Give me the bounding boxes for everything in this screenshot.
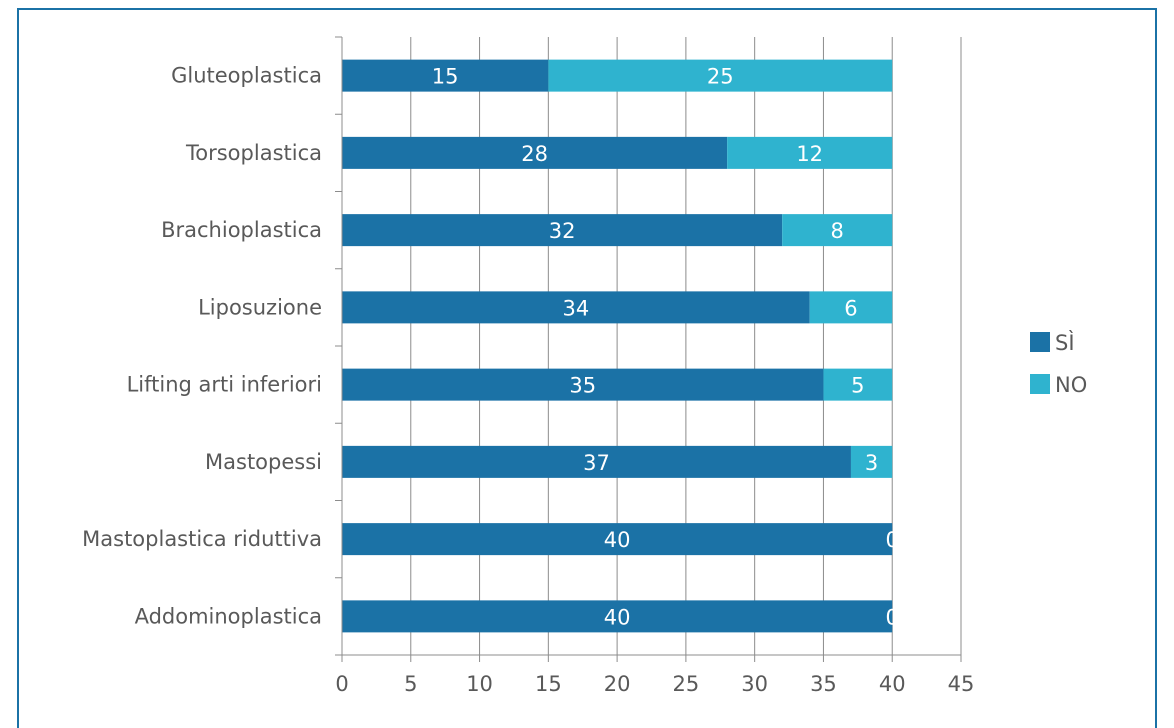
category-label: Brachioplastica [161,218,322,242]
x-tick-label: 25 [673,672,700,696]
x-tick-label: 0 [335,672,348,696]
legend-label: NO [1055,373,1087,397]
data-label: 6 [844,296,857,320]
data-label: 15 [432,65,459,89]
x-tick-label: 20 [604,672,631,696]
category-label: Gluteoplastica [171,64,322,88]
data-label: 8 [831,219,844,243]
gridlines [411,37,961,655]
x-tick-label: 30 [741,672,768,696]
axes [335,37,961,662]
category-label: Mastoplastica riduttiva [82,527,322,551]
data-label: 32 [549,219,576,243]
data-label: 0 [886,605,899,629]
data-label: 25 [707,65,734,89]
category-label: Addominoplastica [135,604,322,628]
x-tick-label: 15 [535,672,562,696]
x-tick-label: 5 [404,672,417,696]
legend-swatch [1030,374,1050,394]
data-label: 34 [562,296,589,320]
x-tick-label: 35 [810,672,837,696]
data-label: 5 [851,374,864,398]
legend-label: SÌ [1055,330,1075,355]
data-label: 35 [569,374,596,398]
data-label: 40 [604,528,631,552]
data-label: 3 [865,451,878,475]
x-tick-label: 10 [466,672,493,696]
data-label: 37 [583,451,610,475]
category-label: Liposuzione [198,295,322,319]
category-label: Mastopessi [205,450,322,474]
data-label: 12 [796,142,823,166]
x-tick-label: 40 [879,672,906,696]
category-label: Lifting arti inferiori [127,373,322,397]
x-tick-label: 45 [948,672,975,696]
legend: SÌ NO [1030,330,1087,397]
data-label: 40 [604,605,631,629]
category-label: Torsoplastica [185,141,322,165]
legend-swatch [1030,332,1050,352]
data-label: 0 [886,528,899,552]
data-label: 28 [521,142,548,166]
